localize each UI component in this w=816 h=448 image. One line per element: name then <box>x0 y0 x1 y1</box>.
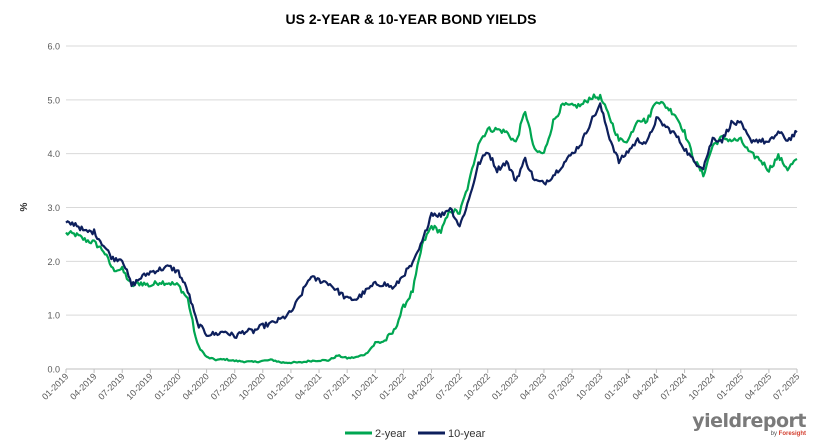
x-tick-label: 01-2025 <box>715 371 745 401</box>
yieldreport-logo: yieldreport by Foresight <box>686 410 806 440</box>
line-2-year <box>65 93 798 365</box>
x-tick-label: 10-2019 <box>124 371 154 401</box>
x-tick-label: 01-2021 <box>265 371 295 401</box>
x-tick-label: 01-2020 <box>152 371 182 401</box>
y-tick-label: 2.0 <box>47 257 60 267</box>
y-tick-label: 6.0 <box>47 42 60 52</box>
x-tick-label: 07-2021 <box>321 371 351 401</box>
x-tick-label: 10-2023 <box>574 371 604 401</box>
logo-byline: by Foresight <box>771 431 806 437</box>
legend: 2-year 10-year <box>345 428 486 440</box>
series-lines <box>65 93 798 365</box>
x-tick-label: 07-2023 <box>546 371 576 401</box>
x-tick-label: 04-2025 <box>743 371 773 401</box>
y-tick-label: 4.0 <box>47 149 60 159</box>
legend-label-2-year: 2-year <box>375 428 407 440</box>
x-tick-label: 07-2019 <box>96 371 126 401</box>
x-tick-label: 01-2023 <box>490 371 520 401</box>
y-tick-label: 5.0 <box>47 95 60 105</box>
logo-by: by <box>770 431 777 437</box>
x-tick-label: 10-2020 <box>237 371 267 401</box>
logo-wordmark: yieldreport <box>692 410 806 432</box>
gridlines <box>66 45 797 370</box>
x-tick-label: 10-2022 <box>462 371 492 401</box>
x-tick-label: 07-2020 <box>209 371 239 401</box>
chart-title: US 2-YEAR & 10-YEAR BOND YIELDS <box>285 11 536 27</box>
x-tick-label: 07-2022 <box>434 371 464 401</box>
x-tick-label: 04-2023 <box>518 371 548 401</box>
x-tick-labels: 01-201904-201907-201910-201901-202004-20… <box>40 369 801 402</box>
x-tick-label: 04-2024 <box>630 371 660 401</box>
x-tick-label: 07-2024 <box>659 371 689 401</box>
y-tick-label: 3.0 <box>47 203 60 213</box>
x-tick-label: 04-2022 <box>405 371 435 401</box>
y-tick-label: 1.0 <box>47 311 60 321</box>
y-axis-label: % <box>19 202 30 211</box>
x-tick-label: 04-2019 <box>68 371 98 401</box>
x-tick-label: 01-2022 <box>377 371 407 401</box>
x-tick-label: 01-2024 <box>602 371 632 401</box>
x-tick-label: 04-2020 <box>181 371 211 401</box>
x-tick-label: 10-2024 <box>687 371 717 401</box>
logo-foresight: Foresight <box>778 431 806 437</box>
x-tick-label: 10-2021 <box>349 371 379 401</box>
x-tick-label: 01-2019 <box>40 371 70 401</box>
line-10-year <box>65 102 798 339</box>
y-tick-labels: 0.0 1.0 2.0 3.0 4.0 5.0 6.0 <box>47 42 60 375</box>
legend-label-10-year: 10-year <box>448 428 486 440</box>
x-tick-label: 04-2021 <box>293 371 323 401</box>
y-tick-label: 0.0 <box>47 365 60 375</box>
x-tick-label: 07-2025 <box>771 371 801 401</box>
